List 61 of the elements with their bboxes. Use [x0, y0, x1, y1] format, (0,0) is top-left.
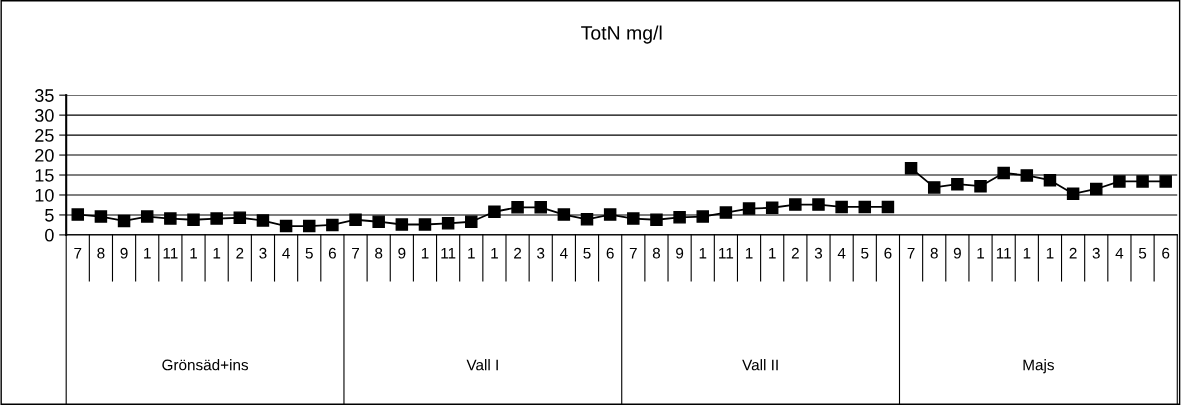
y-tick-label: 30: [34, 109, 54, 122]
x-tick-label: 2: [514, 247, 522, 259]
x-tick-label: 2: [236, 247, 244, 259]
x-tick-label: 11: [996, 247, 1011, 259]
y-tick-label: 25: [35, 129, 54, 142]
x-tick-label: 4: [837, 247, 846, 259]
x-tick-label: 7: [629, 247, 637, 259]
x-tick-label: 11: [719, 247, 734, 259]
y-tick-label: 15: [35, 169, 54, 182]
x-tick-label: 3: [537, 247, 545, 259]
x-tick-label: 1: [468, 247, 475, 259]
y-tick-label: 10: [35, 188, 54, 202]
text: Majs: [1023, 359, 1054, 374]
x-tick-label: 8: [930, 247, 938, 259]
x-tick-label: 3: [814, 247, 823, 259]
x-tick-label: 1: [1023, 247, 1031, 259]
x-tick-label: 1: [144, 247, 151, 259]
x-tick-label: 1: [421, 247, 429, 259]
x-tick-label: 7: [907, 247, 915, 259]
x-tick-label: 11: [163, 247, 178, 259]
text: Vall I: [466, 359, 498, 371]
x-tick-label: 9: [120, 247, 128, 259]
x-tick-label: 1: [190, 247, 198, 259]
x-tick-label: 5: [861, 247, 869, 259]
x-tick-label: 7: [352, 247, 360, 259]
x-tick-label: 3: [1092, 247, 1100, 259]
x-tick-label: 5: [305, 247, 313, 259]
text: Grönsäd+ins: [162, 359, 249, 371]
y-tick-label: 20: [35, 148, 54, 162]
x-tick-label: 2: [1069, 247, 1077, 259]
x-tick-label: 9: [398, 247, 406, 259]
x-tick-label: 5: [1138, 247, 1147, 259]
x-tick-label: 8: [97, 247, 105, 259]
x-tick-label: 1: [491, 247, 498, 259]
x-tick-label: 8: [652, 247, 661, 259]
y-tick-label: 0: [45, 228, 54, 242]
x-tick-label: 6: [328, 247, 336, 259]
x-tick-label: 4: [1115, 247, 1124, 259]
text: Vall II: [742, 359, 778, 371]
x-tick-label: 6: [606, 247, 614, 259]
x-tick-label: 1: [769, 247, 776, 259]
x-tick-label: 4: [282, 247, 290, 259]
y-tick-label: 5: [45, 209, 54, 222]
x-tick-label: 7: [74, 247, 82, 259]
x-tick-label: 1: [977, 247, 985, 259]
y-tick-label: 35: [34, 89, 54, 102]
chart-title: TotN mg/l: [581, 25, 662, 44]
x-tick-label: 9: [953, 247, 961, 259]
x-tick-label: 1: [699, 247, 707, 259]
x-tick-label: 8: [375, 247, 383, 259]
x-tick-label: 11: [441, 247, 456, 259]
x-tick-label: 9: [676, 247, 684, 259]
x-tick-label: 1: [745, 247, 753, 259]
x-tick-label: 3: [259, 247, 267, 259]
x-tick-label: 4: [559, 247, 568, 259]
x-tick-label: 6: [1162, 247, 1170, 259]
x-tick-label: 1: [213, 247, 221, 259]
x-tick-label: 6: [884, 247, 892, 259]
x-tick-label: 5: [583, 247, 591, 259]
x-tick-label: 1: [1046, 247, 1054, 259]
x-tick-label: 2: [791, 247, 799, 259]
